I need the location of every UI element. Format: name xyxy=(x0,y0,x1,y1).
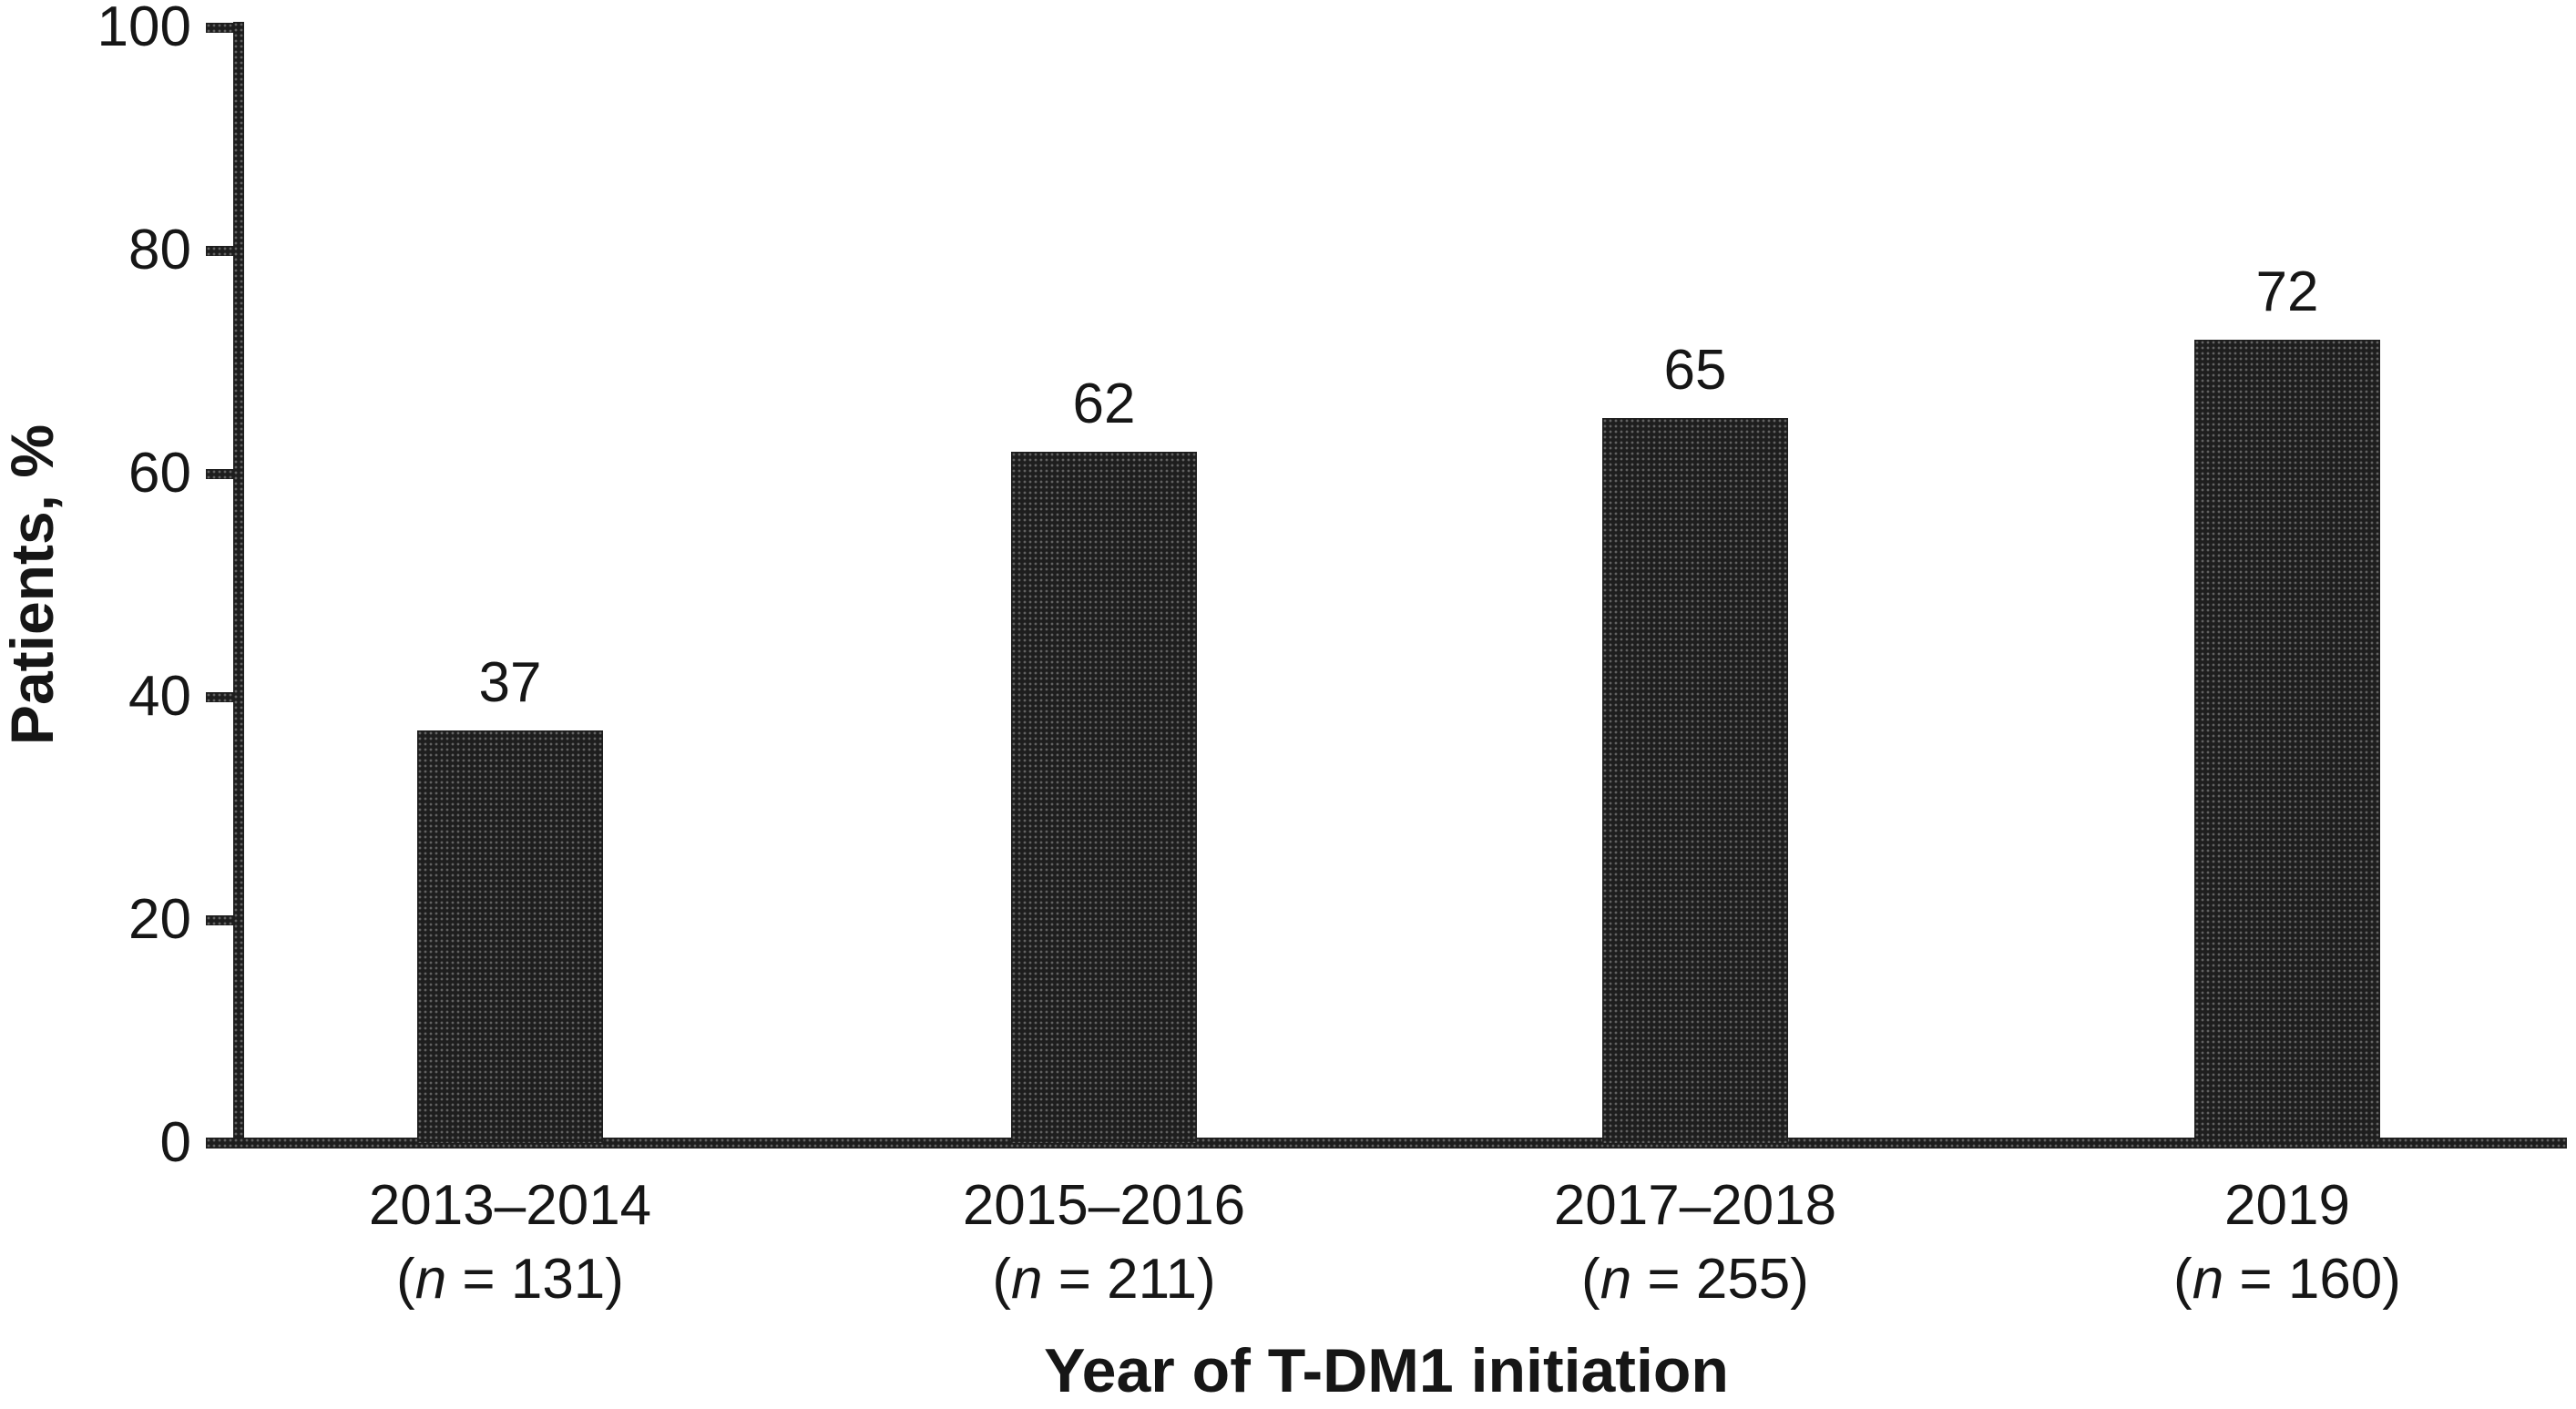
bar-value-label: 72 xyxy=(2255,260,2319,323)
y-axis-tick-label: 100 xyxy=(97,0,191,58)
y-axis-tick-label: 80 xyxy=(128,219,191,281)
y-axis-tick-label: 20 xyxy=(128,888,191,951)
x-axis-category-label: 2019 (n = 160) xyxy=(2050,1169,2524,1316)
bar-value-label: 62 xyxy=(1072,372,1136,435)
bar-2017-2018 xyxy=(1602,417,1788,1143)
x-axis-category-label: 2013–2014 (n = 131) xyxy=(273,1169,747,1316)
y-axis-tick xyxy=(206,915,233,925)
x-axis-category-label: 2017–2018 (n = 255) xyxy=(1458,1169,1932,1316)
category-sample-size: (n = 131) xyxy=(396,1248,624,1311)
category-year-range: 2019 xyxy=(2224,1174,2350,1237)
y-axis-tick xyxy=(206,469,233,479)
x-axis-category-label: 2015–2016 (n = 211) xyxy=(867,1169,1341,1316)
y-axis-tick xyxy=(206,23,233,33)
category-sample-size: (n = 160) xyxy=(2173,1248,2401,1311)
y-axis-tick-label: 40 xyxy=(128,665,191,728)
category-year-range: 2013–2014 xyxy=(368,1174,652,1237)
bar-2019 xyxy=(2194,340,2380,1143)
bar-2013-2014 xyxy=(417,730,603,1143)
n-symbol: n xyxy=(414,1248,447,1311)
y-axis-tick-label: 0 xyxy=(159,1111,191,1174)
bar-2015-2016 xyxy=(1011,451,1197,1143)
x-axis-line xyxy=(206,1138,2567,1149)
y-axis-tick-label: 60 xyxy=(128,442,191,505)
y-axis-title: Patients, % xyxy=(0,424,66,746)
bar-value-label: 65 xyxy=(1663,338,1727,402)
y-axis-line xyxy=(233,22,244,1149)
y-axis-tick xyxy=(206,692,233,702)
category-sample-size: (n = 211) xyxy=(992,1248,1216,1311)
n-symbol: n xyxy=(2192,1248,2224,1311)
x-axis-title: Year of T-DM1 initiation xyxy=(1044,1336,1729,1405)
y-axis-tick xyxy=(206,246,233,256)
category-sample-size: (n = 255) xyxy=(1581,1248,1809,1311)
category-year-range: 2015–2016 xyxy=(962,1174,1246,1237)
category-year-range: 2017–2018 xyxy=(1553,1174,1837,1237)
n-symbol: n xyxy=(1011,1248,1043,1311)
bar-value-label: 37 xyxy=(478,650,542,714)
n-symbol: n xyxy=(1600,1248,1632,1311)
